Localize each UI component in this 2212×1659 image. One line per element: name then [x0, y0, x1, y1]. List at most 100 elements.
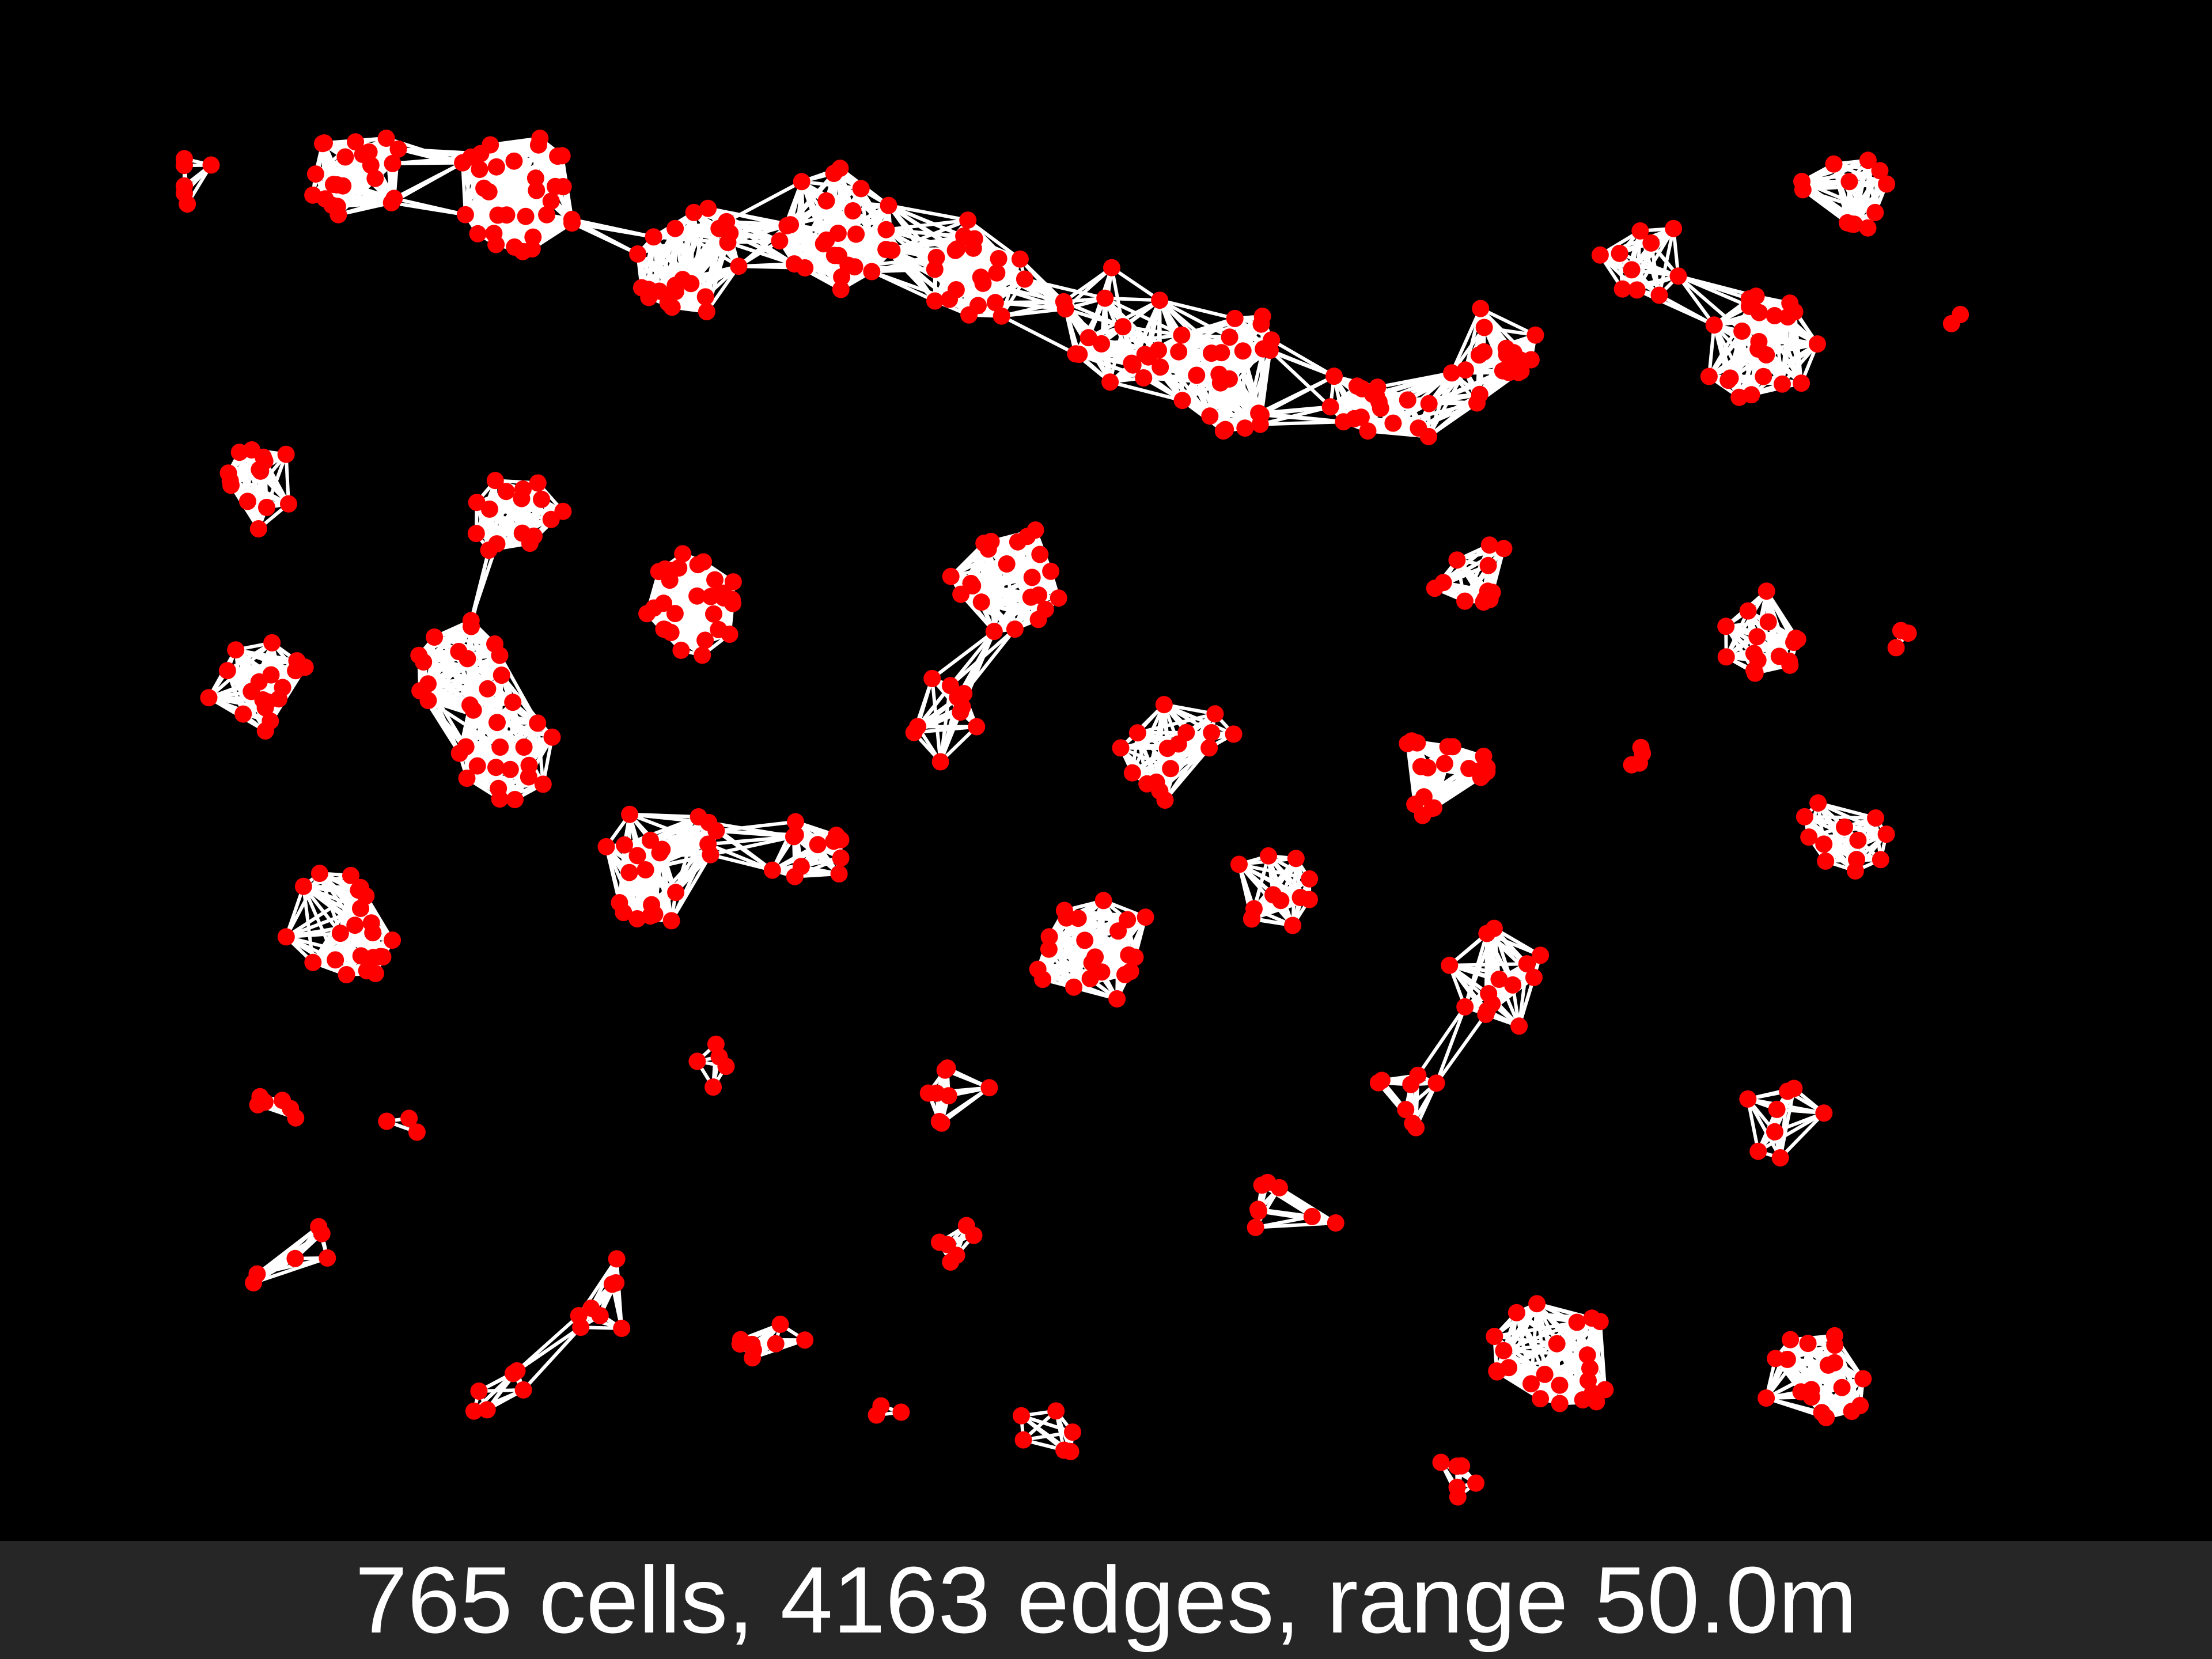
edge [1122, 325, 1182, 337]
edge [936, 256, 999, 260]
edge [1772, 315, 1784, 385]
edge [1802, 158, 1869, 192]
edge [494, 702, 515, 768]
edge [1111, 266, 1161, 302]
edge [1823, 842, 1881, 862]
edge [1450, 326, 1486, 374]
edge [334, 875, 353, 960]
edge [391, 200, 466, 217]
edge [230, 483, 289, 506]
edge [427, 682, 488, 691]
edge [604, 846, 622, 903]
edge [1018, 257, 1065, 303]
edge [483, 154, 563, 190]
edge [571, 221, 654, 239]
edge [1109, 380, 1183, 403]
edge [207, 641, 274, 699]
edge [931, 630, 995, 680]
edge [657, 228, 677, 292]
edge [1268, 349, 1332, 408]
edge [285, 872, 321, 938]
edge [1169, 713, 1217, 770]
edge [498, 654, 539, 724]
edge [1850, 160, 1870, 225]
edge [1372, 371, 1452, 396]
edge [986, 548, 996, 632]
edge [1677, 275, 1716, 326]
edge [427, 673, 502, 686]
edge [433, 636, 472, 706]
edge [678, 566, 734, 584]
edge [1713, 324, 1765, 378]
edge [1164, 703, 1215, 716]
edge [708, 820, 794, 839]
cell-network-graph [176, 130, 1969, 1506]
edge [508, 702, 515, 770]
edge [476, 701, 514, 767]
edge [1464, 308, 1483, 371]
edge [1001, 315, 1077, 355]
edge [1259, 349, 1266, 415]
edge [1762, 342, 1819, 378]
edge [1380, 371, 1453, 410]
edge [461, 162, 480, 234]
edge [1219, 353, 1225, 431]
edge [710, 835, 794, 857]
edge [888, 203, 968, 222]
edge [1260, 413, 1344, 424]
edge [434, 635, 501, 657]
edge [960, 592, 1031, 599]
edge [1737, 331, 1744, 397]
edge [710, 853, 773, 872]
edge [707, 206, 791, 227]
edge [495, 655, 502, 723]
edge [1677, 274, 1751, 308]
edge [726, 220, 781, 243]
edge [637, 821, 710, 858]
edge [1101, 333, 1182, 346]
edge [1260, 374, 1335, 416]
edge [1442, 547, 1505, 584]
edge [670, 854, 712, 922]
edge [935, 256, 998, 275]
edge [1260, 405, 1331, 417]
edge [1636, 288, 1715, 327]
edge [967, 218, 1021, 261]
edge [1450, 308, 1482, 374]
edge [885, 228, 937, 259]
edge [1781, 343, 1819, 385]
edge [391, 161, 464, 204]
graph-edges [183, 137, 1962, 1498]
edge [886, 228, 964, 238]
edge [705, 265, 740, 313]
edge [653, 235, 728, 244]
edge [1635, 228, 1675, 291]
edge [996, 271, 1065, 304]
edge [1025, 536, 1033, 597]
edge [1817, 801, 1887, 836]
edge [715, 820, 796, 833]
edge [675, 226, 729, 244]
edge [650, 852, 662, 906]
edge [571, 221, 639, 256]
edge [1270, 338, 1335, 378]
edge [1765, 590, 1797, 639]
edge [1833, 162, 1888, 186]
edge [1024, 277, 1105, 300]
edge [1104, 297, 1160, 352]
edge [1725, 590, 1768, 658]
edge [1137, 712, 1216, 735]
edge [888, 203, 965, 238]
edge [509, 736, 554, 771]
edge [725, 180, 803, 224]
edge [1479, 306, 1536, 337]
edge [476, 735, 553, 768]
edge [1762, 316, 1790, 377]
edge [886, 218, 968, 232]
edge [838, 168, 858, 235]
edge [1159, 298, 1236, 320]
edge [1074, 297, 1107, 355]
edge [838, 228, 887, 257]
edge [793, 200, 828, 265]
